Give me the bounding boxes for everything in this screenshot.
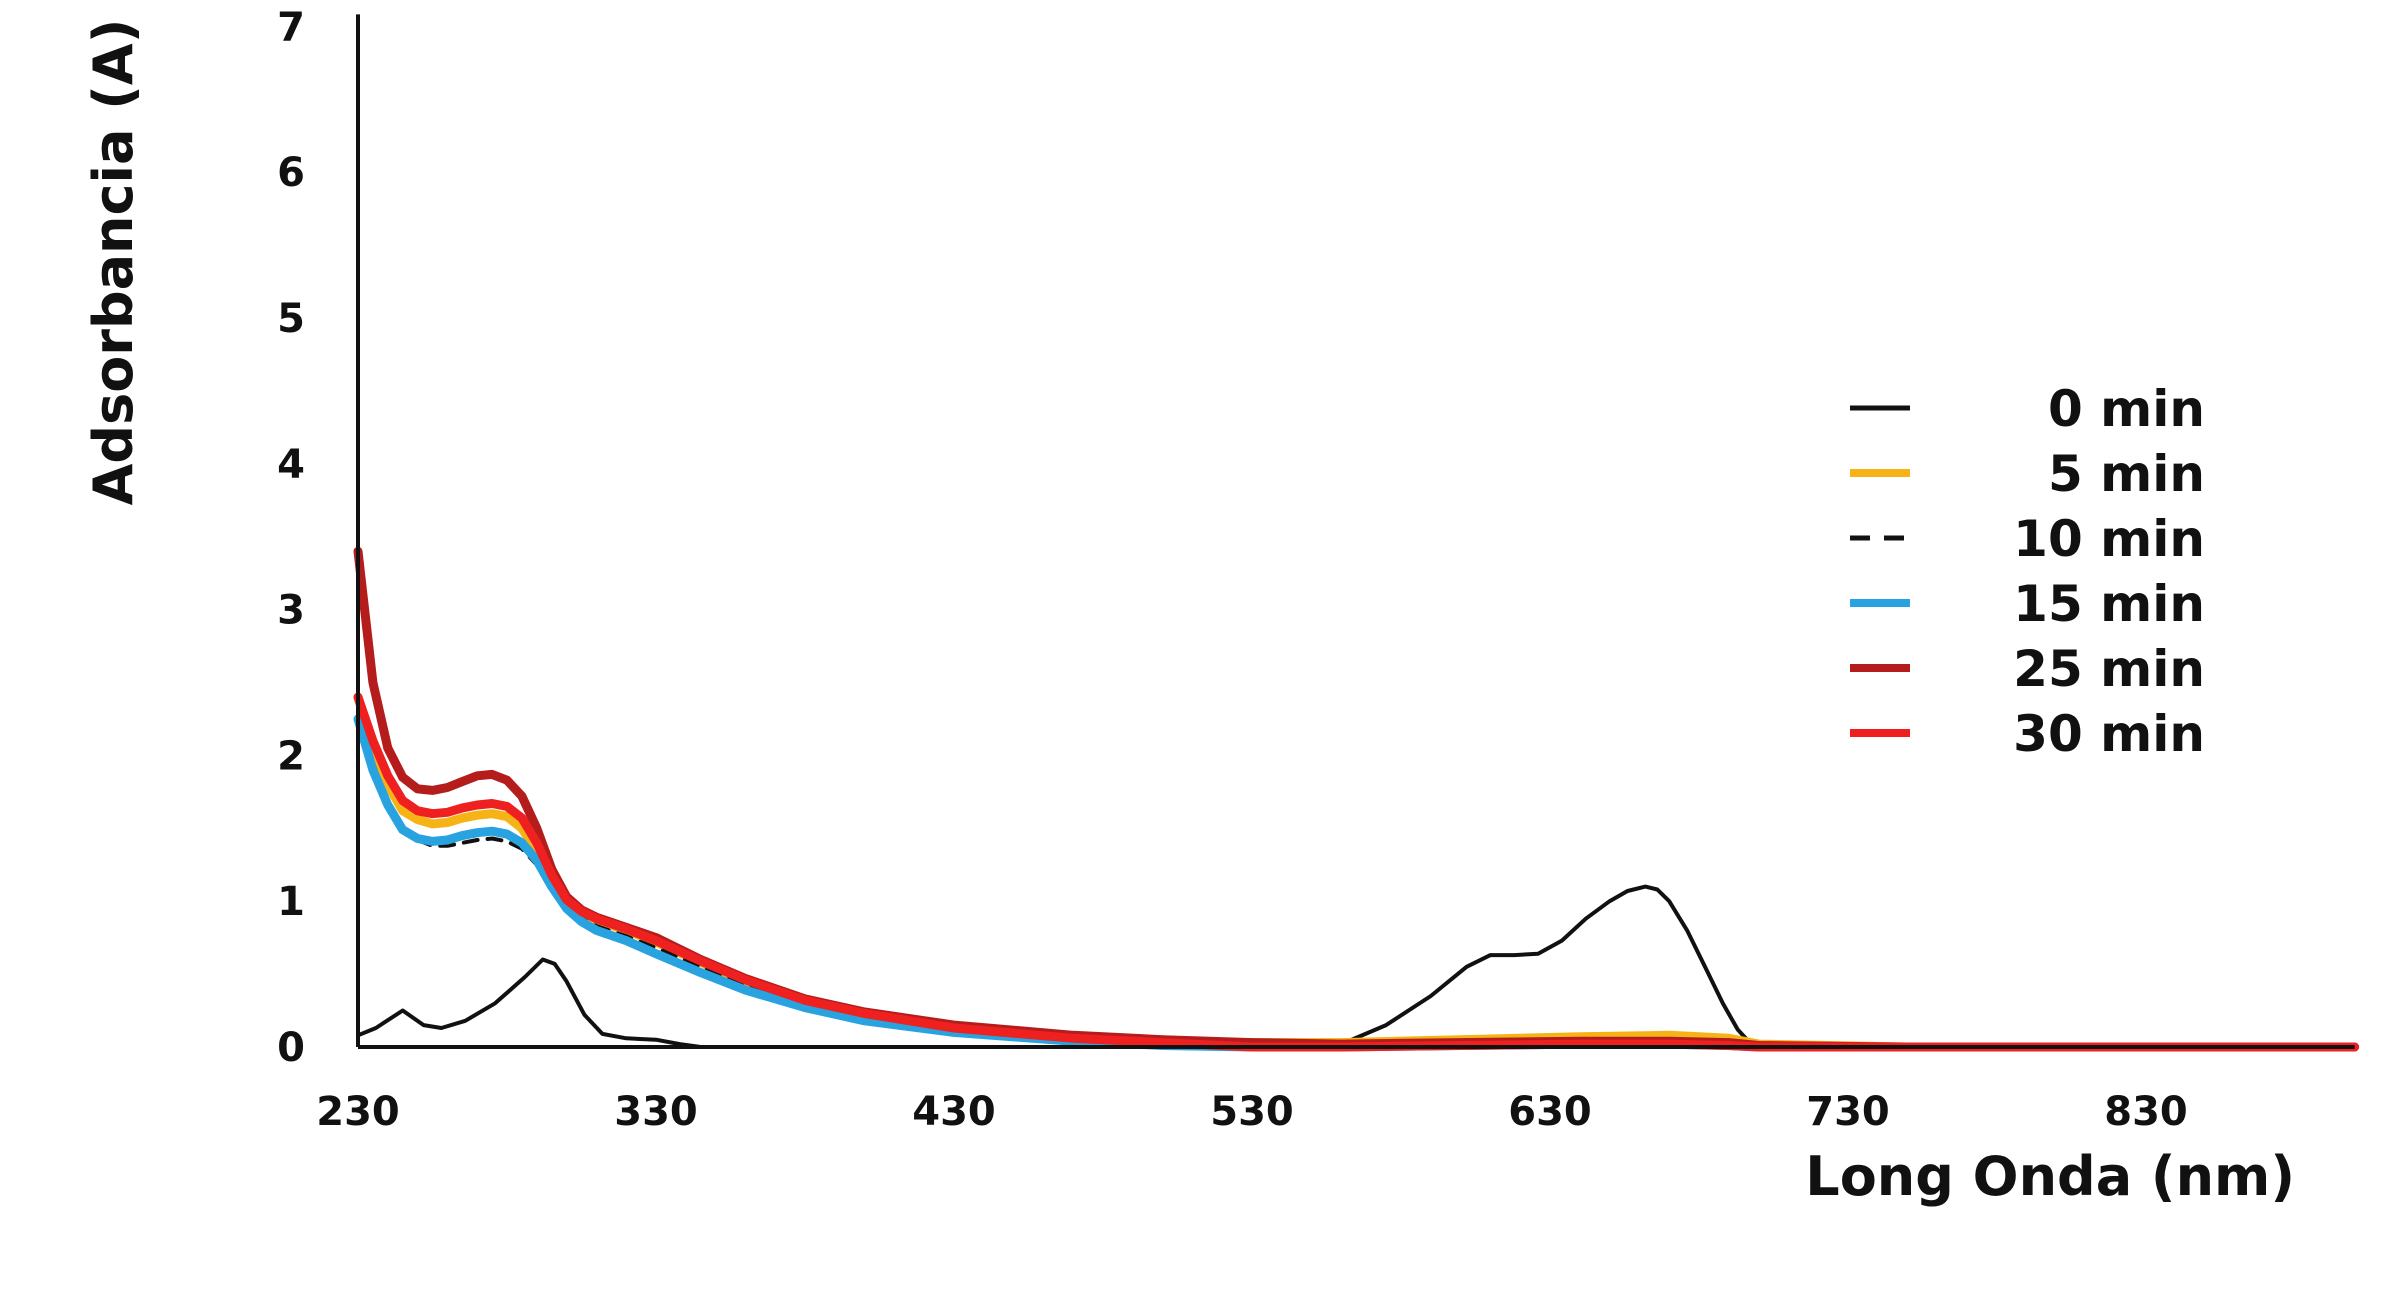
series-line-5 <box>353 692 2360 1052</box>
y-axis-title: Adsorbancia (A) <box>82 19 145 506</box>
series-layer <box>353 546 2360 1052</box>
x-tick-label: 430 <box>912 1089 996 1135</box>
x-axis-title: Long Onda (nm) <box>1805 1145 2295 1208</box>
x-tick-label: 830 <box>2104 1089 2188 1135</box>
legend-label: 5 min <box>2048 445 2205 503</box>
y-tick-label: 1 <box>277 879 305 925</box>
y-tick-label: 4 <box>277 442 305 488</box>
legend-label: 10 min <box>2013 510 2205 568</box>
legend-label: 30 min <box>2013 705 2205 763</box>
x-tick-label: 230 <box>316 1089 400 1135</box>
y-tick-label: 6 <box>277 150 305 196</box>
legend-label: 15 min <box>2013 575 2205 633</box>
tick-labels: 230 330 430 530 630 730 830 0 1 2 3 4 5 6 7 <box>277 4 2188 1135</box>
y-tick-label: 5 <box>277 296 305 342</box>
legend-label: 0 min <box>2048 380 2205 438</box>
y-tick-label: 0 <box>277 1025 305 1071</box>
y-tick-label: 3 <box>277 588 305 634</box>
series-line-0 <box>356 884 2357 1049</box>
axes <box>356 14 2355 1049</box>
x-tick-label: 530 <box>1210 1089 1294 1135</box>
y-tick-label: 2 <box>277 733 305 779</box>
x-tick-label: 330 <box>614 1089 698 1135</box>
x-tick-label: 630 <box>1508 1089 1592 1135</box>
series-line-3 <box>353 714 2360 1052</box>
x-tick-label: 730 <box>1806 1089 1890 1135</box>
y-tick-label: 7 <box>277 4 305 50</box>
legend-label: 25 min <box>2013 640 2205 698</box>
legend: 0 min 5 min 10 min 15 min 25 min 30 min <box>1850 380 2205 763</box>
